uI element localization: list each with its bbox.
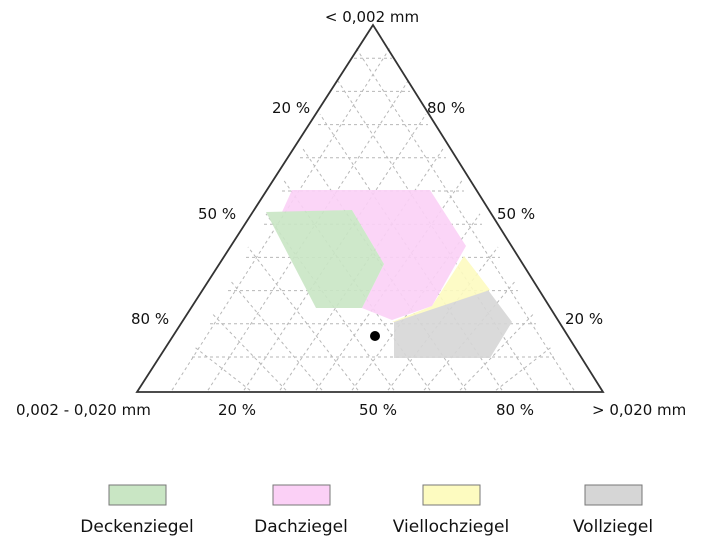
legend-swatch-dachziegel xyxy=(272,484,331,506)
legend-swatch-deckenziegel xyxy=(108,484,167,506)
classification-regions xyxy=(266,190,512,358)
bottom-tick-50: 50 % xyxy=(359,401,397,419)
right-side-tick-50: 50 % xyxy=(497,205,535,223)
left-side-tick-20: 20 % xyxy=(272,99,310,117)
axis-labels: < 0,002 mm 0,002 - 0,020 mm > 0,020 mm 2… xyxy=(16,8,686,419)
legend-label-deckenziegel: Deckenziegel xyxy=(80,517,193,537)
right-side-tick-80: 80 % xyxy=(427,99,465,117)
triangle-outline xyxy=(135,23,605,393)
legend-label-viellochziegel: Viellochziegel xyxy=(393,517,510,537)
sample-point xyxy=(370,331,380,341)
region-dachziegel xyxy=(282,190,466,320)
bottom-tick-20: 20 % xyxy=(218,401,256,419)
apex-label-right: > 0,020 mm xyxy=(592,401,686,419)
bottom-tick-80: 80 % xyxy=(496,401,534,419)
left-side-tick-50: 50 % xyxy=(198,205,236,223)
legend-label-vollziegel: Vollziegel xyxy=(573,517,653,537)
apex-label-top: < 0,002 mm xyxy=(325,8,419,26)
region-viellochziegel xyxy=(392,256,490,322)
right-side-tick-20: 20 % xyxy=(565,310,603,328)
apex-label-left: 0,002 - 0,020 mm xyxy=(16,401,151,419)
region-deckenziegel xyxy=(266,210,384,308)
left-side-tick-80: 80 % xyxy=(131,310,169,328)
legend-swatch-viellochziegel xyxy=(422,484,481,506)
legend-swatch-vollziegel xyxy=(584,484,643,506)
legend: Deckenziegel Dachziegel Viellochziegel V… xyxy=(80,484,653,537)
region-vollziegel xyxy=(394,290,512,358)
legend-label-dachziegel: Dachziegel xyxy=(254,517,348,537)
